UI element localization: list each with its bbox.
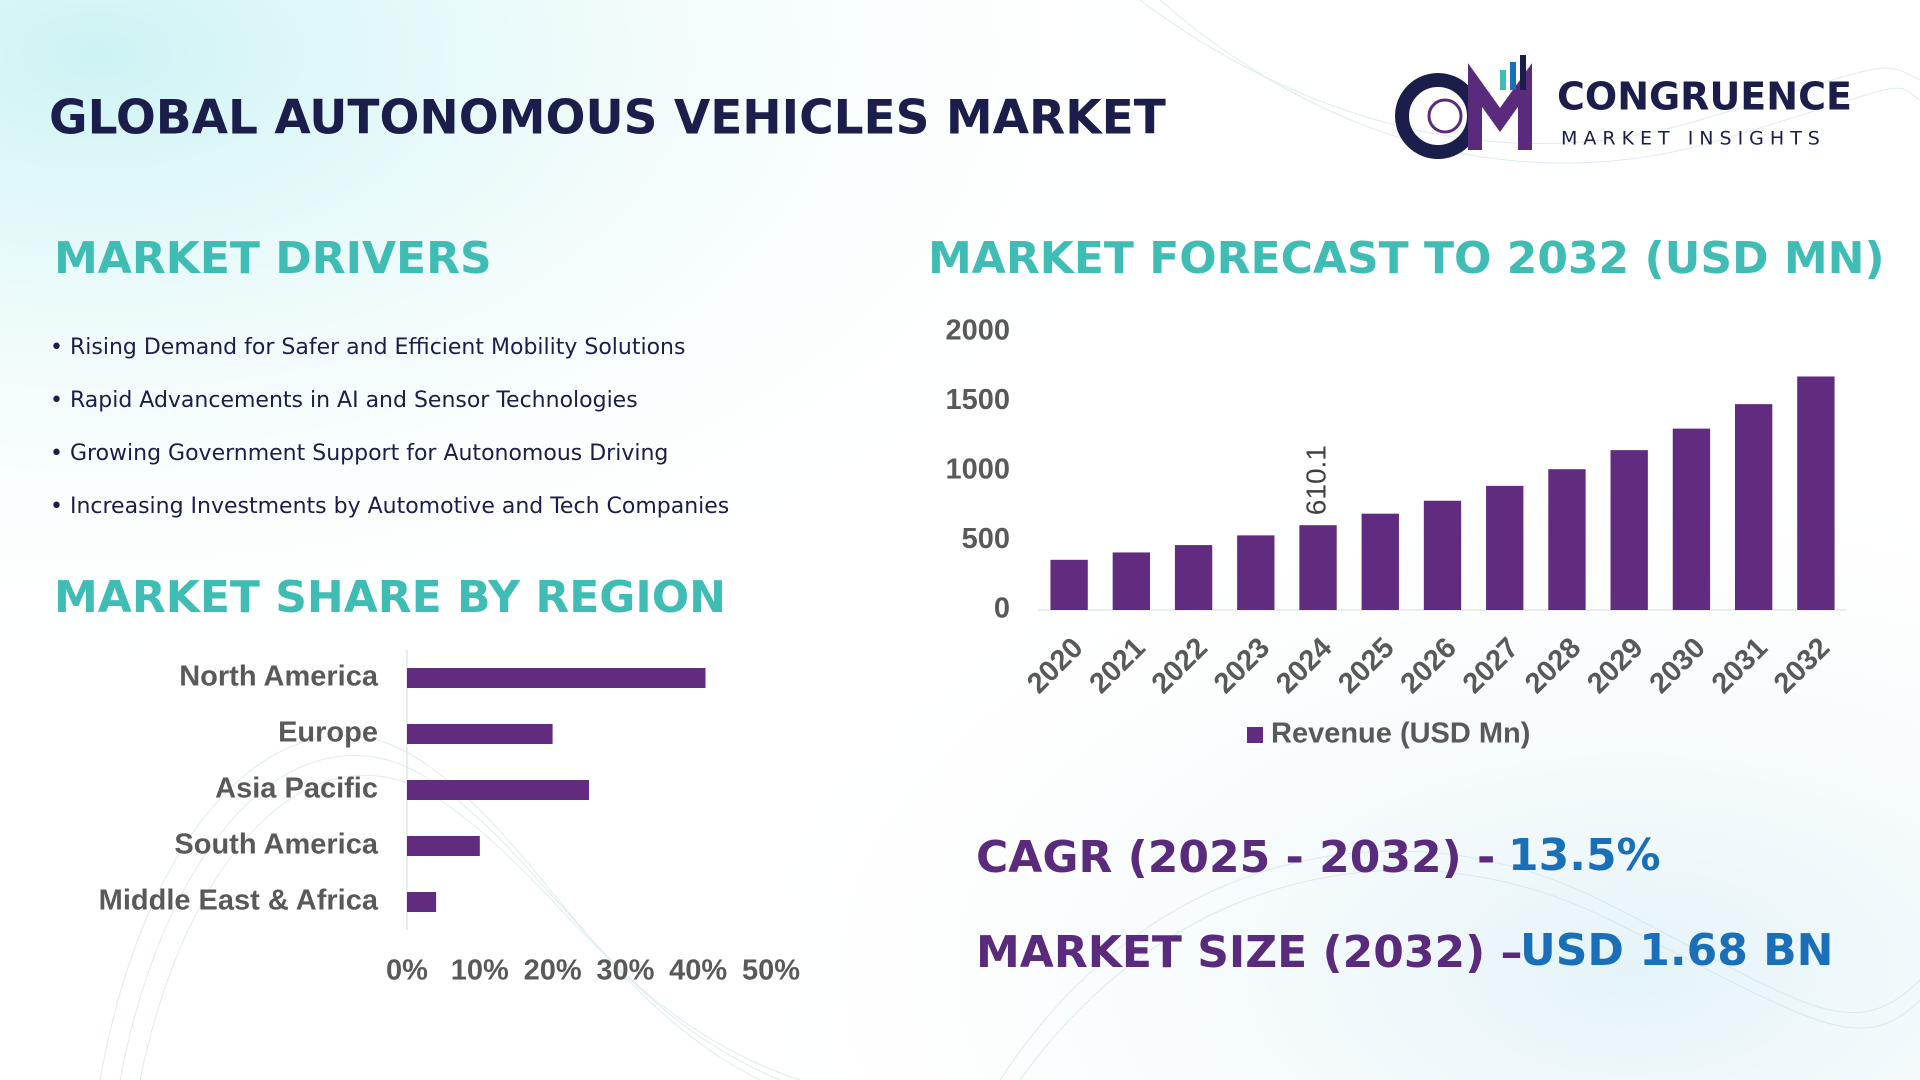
bar	[1423, 500, 1462, 610]
section-title: MARKET FORECAST TO 2032 (USD MN)	[928, 233, 1885, 284]
logo-name: CONGRUENCE	[1557, 75, 1852, 119]
driver-item: • Rising Demand for Safer and Efficient …	[50, 335, 685, 360]
y-tick-label: Middle East & Africa	[99, 885, 379, 917]
bar	[1610, 450, 1648, 610]
legend-swatch	[1247, 727, 1263, 743]
bar	[407, 724, 553, 744]
cagr-label: CAGR (2025 - 2032) -	[976, 832, 1495, 883]
logo-bar	[1510, 62, 1516, 90]
bar	[407, 892, 437, 912]
x-tick-label: 10%	[451, 955, 509, 987]
section-title: MARKET SHARE BY REGION	[54, 572, 726, 623]
driver-item: • Increasing Investments by Automotive a…	[50, 494, 729, 519]
y-tick-label: 2000	[945, 315, 1010, 347]
bar	[1050, 559, 1088, 610]
driver-item: • Rapid Advancements in AI and Sensor Te…	[50, 388, 638, 413]
bar	[1112, 552, 1151, 610]
y-tick-label: North America	[179, 661, 379, 693]
bar	[1548, 469, 1586, 610]
size-label: MARKET SIZE (2032) –	[976, 927, 1523, 978]
bar	[407, 780, 589, 800]
data-label: 610.1	[1300, 445, 1331, 515]
section-title: MARKET DRIVERS	[54, 233, 492, 284]
bar	[1174, 545, 1213, 610]
x-tick-label: 20%	[524, 955, 582, 987]
logo-m	[1468, 63, 1532, 150]
y-tick-label: 500	[962, 523, 1010, 555]
x-tick-label: 50%	[742, 955, 800, 987]
decorative-waves	[99, 0, 1920, 1080]
x-tick-label: 0%	[386, 955, 428, 987]
x-tick-label: 40%	[669, 955, 727, 987]
y-tick-label: 0	[994, 593, 1010, 625]
bar	[1734, 404, 1773, 610]
y-tick-label: 1000	[945, 454, 1010, 486]
page-title: GLOBAL AUTONOMOUS VEHICLES MARKET	[49, 91, 1166, 146]
x-tick-label: 30%	[596, 955, 654, 987]
cagr-value: 13.5%	[1508, 830, 1661, 881]
bar	[407, 836, 480, 856]
bar	[1237, 535, 1275, 610]
legend-label: Revenue (USD Mn)	[1271, 718, 1530, 750]
driver-item: • Growing Government Support for Autonom…	[50, 441, 668, 466]
bar	[1672, 428, 1711, 610]
logo-bar	[1500, 70, 1506, 90]
bar	[1299, 525, 1337, 610]
bar	[407, 668, 706, 688]
logo: CONGRUENCE MARKET INSIGHTS	[1395, 55, 1852, 159]
bar	[1361, 513, 1399, 610]
logo-bar	[1520, 55, 1526, 90]
y-tick-label: 1500	[945, 384, 1010, 416]
y-tick-label: South America	[174, 829, 378, 861]
logo-globe	[1427, 98, 1463, 134]
bar	[1797, 376, 1835, 610]
bar	[1486, 485, 1524, 610]
size-value: USD 1.68 BN	[1520, 925, 1834, 976]
y-tick-label: Asia Pacific	[215, 773, 378, 805]
y-tick-label: Europe	[278, 717, 378, 749]
logo-tagline: MARKET INSIGHTS	[1561, 128, 1826, 150]
